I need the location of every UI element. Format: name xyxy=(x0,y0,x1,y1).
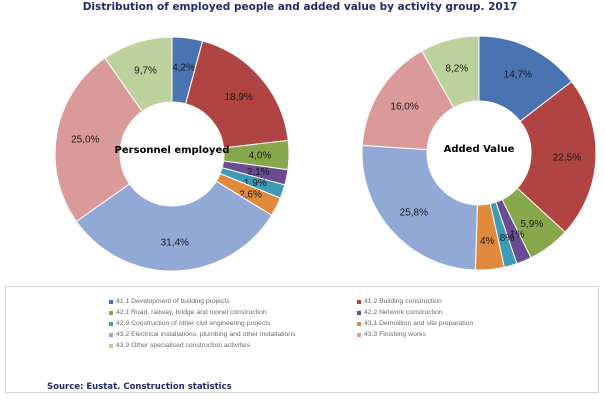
legend-label: 43.3 Finishing works xyxy=(364,331,426,338)
donut-1-label-43.1: 2,6% xyxy=(239,189,262,200)
donut-1-label-42.2: 2,1% xyxy=(247,167,270,178)
donut-2-label-42.1: 5,9% xyxy=(520,219,543,230)
legend-swatch xyxy=(357,321,361,326)
legend-label: 43.1 Demolition and site preparation xyxy=(364,320,474,327)
source-note: Source: Eustat. Construction statistics xyxy=(47,382,232,392)
donut-2-label-42.2: 2,1% xyxy=(501,230,524,241)
legend-swatch xyxy=(109,299,113,304)
legend-item: 43.3 Finishing works xyxy=(357,331,426,338)
donut-2-label-43.1: 4% xyxy=(480,236,495,247)
donut-1-label-43.9: 9,7% xyxy=(134,66,157,77)
legend-item: 42.1 Road, railway, bridge and tunnel co… xyxy=(109,309,267,316)
donut-1-label-41.1: 4,2% xyxy=(172,62,195,73)
donut-1-label-43.2: 31,4% xyxy=(161,237,189,248)
donut-1-slice-43.3 xyxy=(54,57,143,223)
donut-1-label-42.9: 1,9% xyxy=(244,178,267,189)
legend-item: 43.9 Other specialised construction acti… xyxy=(109,342,250,349)
legend-swatch xyxy=(109,321,113,326)
legend-item: 41.1 Development of building projects xyxy=(109,298,230,305)
donut-2-label-43.3: 16,0% xyxy=(390,102,418,113)
donut-1-slice-43.9 xyxy=(104,36,173,113)
legend-swatch xyxy=(109,332,113,337)
legend-swatch xyxy=(109,343,113,348)
legend-label: 41.1 Development of building projects xyxy=(116,298,230,305)
donut-1-label-41.2: 18,9% xyxy=(224,92,252,103)
legend-item: 43.1 Demolition and site preparation xyxy=(357,320,473,327)
donut-2-label-43.2: 25,8% xyxy=(400,208,428,219)
legend-label: 42.2 Network construction xyxy=(364,309,443,316)
donut-1-center-label: Personnel employed xyxy=(115,145,230,156)
donut-2-slice-41.2 xyxy=(516,80,597,233)
legend-label: 41.2 Building construction xyxy=(364,298,442,305)
legend-swatch xyxy=(109,310,113,315)
donut-2-label-42.9: 1,8% xyxy=(491,233,514,244)
legend-item: 42.9 Construction of other civil enginee… xyxy=(109,320,271,327)
legend-swatch xyxy=(357,332,361,337)
donut-2-center-label: Added Value xyxy=(444,144,515,155)
legend-item: 41.2 Building construction xyxy=(357,298,442,305)
donut-1-label-42.1: 4,0% xyxy=(249,150,272,161)
legend-item: 43.2 Electrical installations, plumbing … xyxy=(109,331,295,338)
donut-1-label-43.3: 25,0% xyxy=(71,134,99,145)
legend-label: 42.9 Construction of other civil enginee… xyxy=(116,320,271,327)
legend-swatch xyxy=(357,310,361,315)
legend-label: 43.2 Electrical installations, plumbing … xyxy=(116,331,296,338)
donut-1-slice-41.2 xyxy=(184,40,289,149)
donut-1-slice-43.2 xyxy=(75,180,273,272)
donut-2-slice-43.9 xyxy=(421,35,480,109)
legend-item: 42.2 Network construction xyxy=(357,309,443,316)
donut-2-slice-43.2 xyxy=(361,144,478,271)
donut-2-label-41.2: 22,5% xyxy=(553,152,581,163)
legend-swatch xyxy=(357,299,361,304)
legend-label: 42.1 Road, railway, bridge and tunnel co… xyxy=(116,309,267,316)
legend: 41.1 Development of building projects 41.… xyxy=(5,286,599,393)
donut-2-label-43.9: 8,2% xyxy=(445,63,468,74)
donut-charts: 4,2%18,9%4,0%2,1%1,9%2,6%31,4%25,0%9,7%P… xyxy=(54,35,597,272)
legend-label: 43.9 Other specialised construction acti… xyxy=(116,342,251,349)
donut-2-label-41.1: 14,7% xyxy=(504,70,532,81)
chart-title: Distribution of employed people and adde… xyxy=(82,1,518,13)
